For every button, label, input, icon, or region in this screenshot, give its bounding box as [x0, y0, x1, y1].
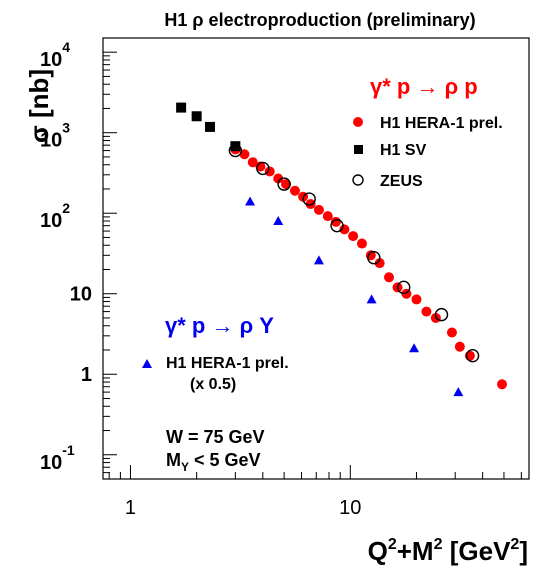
point-h1-hera-1-prel-	[356, 238, 367, 249]
point-h1-hera-1-prel-	[497, 379, 508, 390]
point-h1-sv	[176, 102, 187, 113]
legend-heading-dissociative: γ* p → ρ Y	[165, 313, 274, 338]
point-zeus	[277, 177, 291, 191]
point-h1-hera-1-prel-	[409, 343, 420, 353]
point-h1-hera-1-prel-	[239, 149, 250, 160]
x-tick-label: 1	[125, 497, 136, 519]
point-h1-sv	[191, 111, 202, 122]
point-h1-hera-1-prel-	[384, 272, 395, 283]
point-zeus	[302, 192, 316, 206]
point-zeus	[465, 348, 480, 363]
y-tick-label: 102	[40, 200, 70, 232]
annotation-w: W = 75 GeV	[166, 427, 265, 447]
y-tick-label: 103	[40, 120, 70, 152]
axis-ticks	[103, 51, 522, 480]
legend-marker-h1-hera1	[353, 117, 363, 127]
legend-heading-elastic: γ* p → ρ p	[370, 74, 478, 99]
x-tick-label: 10	[339, 497, 361, 519]
point-zeus	[397, 280, 411, 295]
legend-marker-zeus	[352, 174, 364, 186]
legend-label-h1-hera1: H1 HERA-1 prel.	[380, 115, 503, 132]
point-zeus	[330, 218, 344, 233]
point-zeus	[256, 161, 270, 176]
legend-label-h1-sv: H1 SV	[380, 142, 427, 159]
y-tick-label: 10	[70, 284, 92, 306]
point-zeus	[367, 251, 381, 265]
point-h1-hera-1-prel-	[264, 166, 275, 177]
point-zeus	[434, 307, 449, 322]
point-zeus	[228, 143, 243, 158]
point-h1-sv	[204, 121, 215, 132]
point-h1-hera-1-prel-	[245, 196, 256, 206]
point-h1-hera-1-prel-	[281, 179, 292, 190]
legend-marker-h1-hera1-diss	[142, 359, 152, 368]
point-h1-hera-1-prel-	[313, 255, 324, 265]
point-h1-hera-1-prel-	[322, 211, 333, 222]
point-h1-hera-1-prel-	[313, 204, 324, 215]
y-tick-label: 10-1	[40, 442, 75, 474]
point-h1-hera-1-prel-	[453, 387, 464, 397]
legend-scale-note: (x 0.5)	[190, 376, 236, 393]
legend-marker-h1-sv	[354, 145, 363, 154]
point-h1-hera-1-prel-	[374, 258, 385, 269]
annotation-my: MY < 5 GeV	[166, 450, 261, 474]
point-h1-sv	[230, 141, 241, 152]
point-h1-hera-1-prel-	[348, 231, 359, 242]
x-axis-label: Q2+M2 [GeV2]	[368, 536, 528, 566]
point-h1-hera-1-prel-	[289, 185, 300, 196]
y-tick-label: 1	[81, 364, 92, 386]
legend-label-h1-hera1-diss: H1 HERA-1 prel.	[166, 355, 289, 372]
y-tick-label: 104	[40, 39, 70, 71]
point-h1-hera-1-prel-	[366, 294, 377, 304]
data-points	[176, 102, 508, 397]
point-h1-hera-1-prel-	[421, 306, 432, 317]
point-h1-hera-1-prel-	[446, 327, 457, 338]
y-axis-label: σ [nb]	[24, 69, 54, 143]
legend-label-zeus: ZEUS	[380, 173, 423, 190]
point-h1-hera-1-prel-	[339, 224, 350, 235]
chart-title: H1 ρ electroproduction (preliminary)	[164, 10, 475, 30]
plot-frame	[102, 37, 530, 480]
point-h1-hera-1-prel-	[273, 173, 284, 184]
point-h1-hera-1-prel-	[411, 294, 422, 305]
point-h1-hera-1-prel-	[454, 341, 465, 352]
x-tick-labels: 1 10	[125, 497, 362, 519]
point-h1-hera-1-prel-	[247, 157, 258, 168]
point-h1-hera-1-prel-	[305, 199, 316, 210]
point-h1-hera-1-prel-	[273, 216, 284, 226]
